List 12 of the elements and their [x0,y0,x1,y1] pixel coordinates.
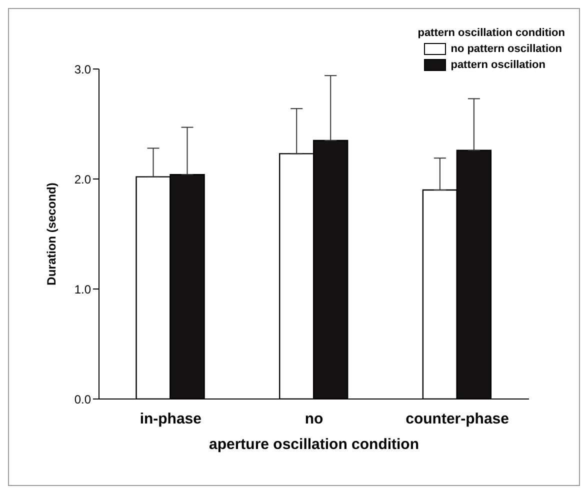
x-tick-label: in-phase [140,410,202,428]
y-tick-label: 1.0 [74,282,92,296]
legend-label: pattern oscillation [450,59,546,71]
y-axis-title: Duration (second) [44,182,58,286]
x-axis-title: aperture oscillation condition [208,436,420,453]
y-tick-label: 3.0 [74,62,92,76]
y-tick-label: 0.0 [74,392,92,406]
x-tick-label: counter-phase [406,410,510,428]
x-tick-label: no [304,410,324,428]
legend-title: pattern oscillation condition [418,27,565,39]
legend-label: no pattern oscillation [450,43,562,55]
y-tick-label: 2.0 [74,172,92,186]
